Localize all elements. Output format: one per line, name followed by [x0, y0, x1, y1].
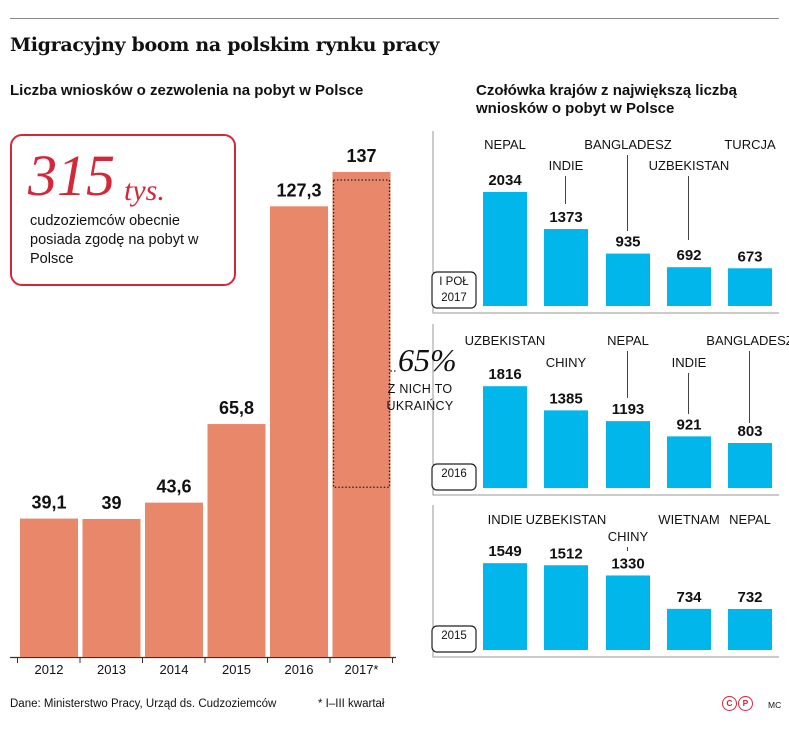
bar-uzbekistan — [544, 565, 588, 650]
x-tick-label: 2013 — [97, 662, 126, 677]
bar-bangladesz — [728, 442, 772, 488]
x-tick-label: 2012 — [35, 662, 64, 677]
panel-frame — [432, 324, 779, 496]
bar-value-label: 732 — [737, 589, 762, 606]
bar-value-label: 1385 — [549, 390, 582, 407]
bar-value-label: 43,6 — [156, 477, 191, 497]
bar-2016 — [270, 206, 328, 657]
bar-indie — [483, 563, 527, 650]
bar-indie — [667, 436, 711, 488]
bar-value-label: 673 — [737, 248, 762, 265]
top-rule — [10, 18, 779, 19]
bar-nepal — [606, 421, 650, 488]
bar-2012 — [20, 518, 78, 657]
x-tick-label: 2014 — [160, 662, 189, 677]
bar-indie — [544, 229, 588, 306]
period-label: 2017 — [441, 292, 467, 304]
country-label: BANGLADESZ — [584, 137, 671, 152]
period-label: 2015 — [441, 630, 467, 642]
callout-number: 315 — [28, 143, 115, 208]
bar-value-label: 1512 — [549, 545, 582, 562]
country-label: NEPAL — [729, 512, 771, 527]
right-chart-subtitle: Czołówka krajów z największą liczbą wnio… — [476, 82, 737, 117]
bar-chiny — [544, 410, 588, 488]
footnote: * I–III kwartał — [318, 698, 385, 710]
country-label: TURCJA — [724, 137, 776, 152]
left-chart-subtitle: Liczba wniosków o zezwolenia na pobyt w … — [10, 82, 364, 99]
bar-value-label: 1193 — [612, 401, 645, 418]
country-label: UZBEKISTAN — [649, 158, 730, 173]
bar-2014 — [145, 502, 203, 657]
copyright-icon: C — [722, 696, 737, 711]
bar-bangladesz — [606, 253, 650, 306]
bar-value-label: 2034 — [488, 172, 522, 189]
source-note: Dane: Ministerstwo Pracy, Urząd ds. Cudz… — [10, 698, 277, 710]
country-label: INDIE — [549, 158, 584, 173]
x-tick-label: 2015 — [222, 662, 251, 677]
panel-frame — [432, 505, 779, 658]
country-label: CHINY — [608, 529, 649, 544]
period-label: 2016 — [441, 468, 467, 480]
ukraine-note: Z NICH TO UKRAIŃCY — [386, 382, 454, 413]
country-label: UZBEKISTAN — [465, 333, 546, 348]
callout-box: 315 tys. cudzoziemców obecnie posiada zg… — [10, 134, 236, 286]
bar-value-label: 1330 — [611, 555, 644, 572]
bar-nepal — [483, 192, 527, 306]
phonogram-icon: P — [738, 696, 753, 711]
bar-nepal — [728, 608, 772, 650]
bar-value-label: 935 — [615, 234, 640, 251]
bar-value-label: 127,3 — [276, 180, 321, 200]
country-label: BANGLADESZ — [706, 333, 789, 348]
bar-value-label: 65,8 — [219, 398, 254, 418]
bar-value-label: 137 — [346, 146, 376, 166]
ukraine-percent: 65% — [398, 342, 457, 378]
country-label: WIETNAM — [658, 512, 719, 527]
country-label: INDIE — [672, 355, 707, 370]
bar-value-label: 692 — [676, 247, 701, 264]
ukraine-share-box — [332, 179, 391, 488]
bar-2015 — [207, 424, 266, 657]
x-tick-label: 2017* — [345, 662, 379, 677]
bar-wietnam — [667, 608, 711, 650]
bar-value-label: 39,1 — [31, 493, 66, 513]
country-label: NEPAL — [484, 137, 526, 152]
bar-turcja — [728, 268, 772, 306]
period-label: I POŁ — [439, 276, 469, 288]
bar-value-label: 1549 — [488, 543, 521, 560]
bar-2013 — [82, 518, 141, 657]
bar-value-label: 1816 — [488, 366, 521, 383]
bar-value-label: 1373 — [549, 209, 582, 226]
period-box — [431, 625, 477, 653]
bar-value-label: 921 — [676, 416, 701, 433]
author-initials: MC — [768, 700, 782, 710]
callout-unit: tys. — [124, 174, 165, 207]
period-box — [431, 463, 477, 491]
page-title: Migracyjny boom na polskim rynku pracy — [10, 34, 440, 56]
period-box — [431, 271, 477, 309]
bar-chiny — [606, 575, 650, 650]
country-label: NEPAL — [607, 333, 649, 348]
bar-value-label: 734 — [676, 589, 702, 606]
bar-value-label: 39 — [101, 493, 121, 513]
bar-2017 — [332, 172, 391, 657]
panel-frame — [432, 131, 779, 314]
country-label: CHINY — [546, 355, 587, 370]
bar-uzbekistan — [483, 386, 527, 488]
country-label: UZBEKISTAN — [526, 512, 607, 527]
country-label: INDIE — [488, 512, 523, 527]
bar-uzbekistan — [667, 267, 711, 306]
callout-text: cudzoziemców obecnie posiada zgodę na po… — [30, 213, 199, 267]
x-tick-label: 2016 — [285, 662, 314, 677]
bar-value-label: 803 — [737, 423, 762, 440]
